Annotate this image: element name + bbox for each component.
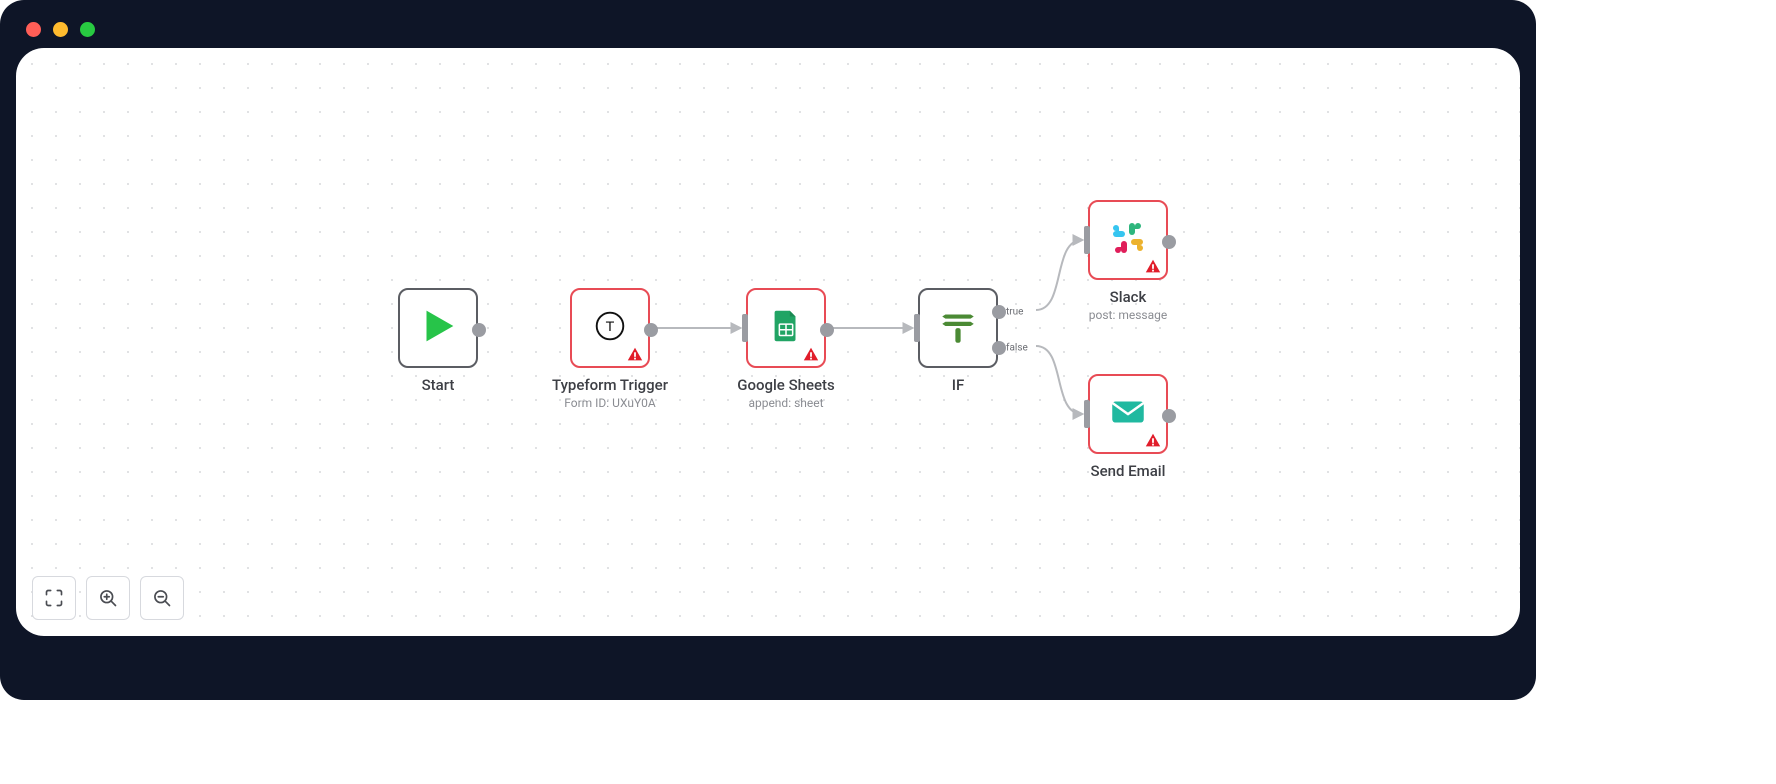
node-labels: Start [422, 376, 455, 394]
maximize-window-button[interactable] [80, 22, 95, 37]
workflow-canvas[interactable]: StartTTypeform TriggerForm ID: UXuY0AGoo… [16, 48, 1520, 636]
node-subtitle: post: message [1089, 308, 1168, 322]
output-port[interactable] [1162, 409, 1176, 423]
node-title: Typeform Trigger [552, 376, 668, 394]
email-icon [1107, 391, 1149, 437]
input-port[interactable] [742, 314, 748, 342]
zoom-out-button[interactable] [140, 576, 184, 620]
port-label: true [1006, 307, 1023, 318]
node-if[interactable]: truefalseIF [918, 288, 998, 368]
node-title: Slack [1089, 288, 1168, 306]
port-label: false [1006, 343, 1028, 354]
node-subtitle: append: sheet [737, 396, 835, 410]
node-labels: Typeform Trigger Form ID: UXuY0A [552, 376, 668, 410]
node-labels: Slack post: message [1089, 288, 1168, 322]
output-port[interactable]: true [992, 305, 1006, 319]
node-title: IF [952, 376, 965, 394]
node-subtitle: Form ID: UXuY0A [552, 396, 668, 410]
input-port[interactable] [1084, 226, 1090, 254]
output-port[interactable] [644, 323, 658, 337]
node-sheets[interactable]: Google Sheetsappend: sheet [746, 288, 826, 368]
node-typeform[interactable]: TTypeform TriggerForm ID: UXuY0A [570, 288, 650, 368]
node-start[interactable]: Start [398, 288, 478, 368]
play-icon [415, 303, 461, 353]
typeform-icon: T [591, 307, 629, 349]
node-title: Google Sheets [737, 376, 835, 394]
if-icon [937, 305, 979, 351]
node-labels: IF [952, 376, 965, 394]
node-title: Start [422, 376, 455, 394]
input-port[interactable] [1084, 400, 1090, 428]
close-window-button[interactable] [26, 22, 41, 37]
traffic-lights [26, 22, 95, 37]
window-frame: StartTTypeform TriggerForm ID: UXuY0AGoo… [0, 0, 1536, 700]
minimize-window-button[interactable] [53, 22, 68, 37]
node-labels: Google Sheets append: sheet [737, 376, 835, 410]
output-port[interactable] [1162, 235, 1176, 249]
input-port[interactable] [914, 314, 920, 342]
sheets-icon [767, 307, 805, 349]
node-labels: Send Email [1091, 462, 1166, 480]
slack-icon [1108, 218, 1148, 262]
zoom-in-button[interactable] [86, 576, 130, 620]
output-port[interactable]: false [992, 341, 1006, 355]
node-slack[interactable]: Slackpost: message [1088, 200, 1168, 280]
node-email[interactable]: Send Email [1088, 374, 1168, 454]
output-port[interactable] [820, 323, 834, 337]
output-port[interactable] [472, 323, 486, 337]
canvas-toolbar [32, 576, 184, 620]
fit-view-button[interactable] [32, 576, 76, 620]
svg-text:T: T [606, 319, 615, 335]
node-title: Send Email [1091, 462, 1166, 480]
